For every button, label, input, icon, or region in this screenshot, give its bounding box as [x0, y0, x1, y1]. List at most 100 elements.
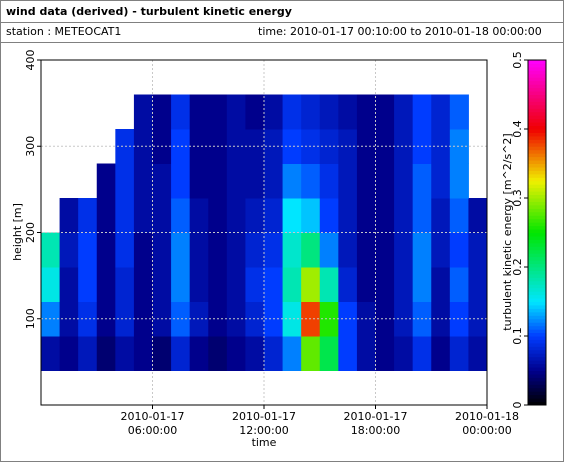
- colorbar-segment: [528, 270, 546, 275]
- colorbar-segment: [528, 329, 546, 334]
- colorbar-segment: [528, 91, 546, 95]
- colorbar-segment: [528, 373, 546, 378]
- colorbar-segment: [528, 315, 546, 320]
- heatmap-cell: [338, 129, 358, 164]
- heatmap-cell: [431, 129, 451, 164]
- colorbar-segment: [528, 77, 546, 82]
- colorbar-segment: [528, 339, 546, 344]
- colorbar-segment: [528, 267, 546, 271]
- colorbar-segment: [528, 342, 546, 347]
- colorbar-segment: [528, 146, 546, 151]
- colorbar-segment: [528, 249, 546, 254]
- heatmap-cell: [468, 336, 488, 371]
- heatmap-cell: [301, 336, 321, 371]
- heatmap-cell: [301, 198, 321, 233]
- heatmap-cell: [264, 336, 284, 371]
- heatmap-cell: [375, 163, 395, 199]
- colorbar-segment: [528, 87, 546, 92]
- colorbar-segment: [528, 246, 546, 251]
- colorbar-label: turbulent kinetic energy [m^2/s^2]: [501, 133, 514, 330]
- colorbar-segment: [528, 242, 546, 247]
- colorbar-segment: [528, 391, 546, 396]
- colorbar-segment: [528, 398, 546, 403]
- heatmap-cell: [226, 301, 246, 337]
- heatmap-cell: [449, 301, 469, 337]
- colorbar-segment: [528, 322, 546, 327]
- heatmap-cell: [171, 198, 191, 233]
- heatmap-cell: [449, 267, 469, 302]
- colorbar-segment: [528, 256, 546, 261]
- heatmap-cell: [412, 94, 432, 130]
- colorbar-segment: [528, 97, 546, 102]
- heatmap-cell: [394, 336, 414, 371]
- colorbar-segment: [528, 149, 546, 154]
- colorbar-segment: [528, 349, 546, 354]
- heatmap-cell: [226, 129, 246, 164]
- colorbar-segment: [528, 170, 546, 175]
- colorbar-segment: [528, 304, 546, 309]
- colorbar-segment: [528, 115, 546, 120]
- heatmap-cell: [171, 163, 191, 199]
- colorbar-segment: [528, 380, 546, 385]
- colorbar-segment: [528, 215, 546, 220]
- heatmap-cell: [394, 267, 414, 302]
- heatmap-cell: [338, 198, 358, 233]
- heatmap-cell: [301, 94, 321, 130]
- heatmap-cell: [282, 301, 302, 337]
- heatmap-cell: [356, 163, 376, 199]
- heatmap-cell: [208, 267, 228, 302]
- heatmap-cell: [208, 336, 228, 371]
- heatmap-cell: [133, 301, 153, 337]
- colorbar-segment: [528, 370, 546, 375]
- subtitle: time: 2010-01-17 00:10:00 to 2010-01-18 …: [258, 25, 542, 38]
- heatmap-cell: [356, 336, 376, 371]
- heatmap-cell: [375, 198, 395, 233]
- colorbar-tick-label: 0.1: [511, 327, 524, 345]
- heatmap-cell: [226, 267, 246, 302]
- heatmap-cell: [412, 232, 432, 268]
- heatmap-cell: [171, 267, 191, 302]
- heatmap-cell: [59, 336, 79, 371]
- heatmap-cell: [133, 94, 153, 130]
- heatmap-cell: [338, 301, 358, 337]
- heatmap-cell: [449, 129, 469, 164]
- heatmap-cell: [115, 198, 135, 233]
- colorbar-segment: [528, 73, 546, 78]
- heatmap-cell: [115, 267, 135, 302]
- x-tick-label: 2010-01-17 12:00:00: [232, 410, 296, 437]
- heatmap-cell: [189, 129, 209, 164]
- heatmap-cell: [449, 232, 469, 268]
- heatmap-cell: [115, 336, 135, 371]
- heatmap-cell: [375, 267, 395, 302]
- colorbar-segment: [528, 101, 546, 106]
- heatmap-cell: [319, 232, 339, 268]
- heatmap-cell: [375, 232, 395, 268]
- heatmap-cell: [96, 267, 116, 302]
- heatmap-cell: [301, 232, 321, 268]
- heatmap-cell: [226, 94, 246, 130]
- heatmap-cell: [152, 198, 172, 233]
- colorbar-segment: [528, 239, 546, 244]
- colorbar-segment: [528, 63, 546, 68]
- heatmap-cell: [171, 129, 191, 164]
- colorbar-segment: [528, 318, 546, 323]
- colorbar-segment: [528, 70, 546, 75]
- heatmap-cell: [171, 336, 191, 371]
- colorbar-segment: [528, 104, 546, 109]
- heatmap-cell: [264, 198, 284, 233]
- heatmap-cell: [78, 301, 98, 337]
- colorbar-segment: [528, 208, 546, 213]
- plot-border: [40, 59, 488, 406]
- heatmap-cell: [189, 232, 209, 268]
- heatmap-cell: [431, 232, 451, 268]
- heatmap-cell: [189, 94, 209, 130]
- heatmap-cell: [338, 232, 358, 268]
- colorbar-segment: [528, 66, 546, 71]
- y-tick-label: 300: [24, 136, 37, 157]
- heatmap-cell: [226, 163, 246, 199]
- heatmap-cell: [189, 267, 209, 302]
- colorbar-segment: [528, 387, 546, 392]
- colorbar-segment: [528, 180, 546, 185]
- colorbar-segment: [528, 129, 546, 133]
- heatmap-cell: [468, 232, 488, 268]
